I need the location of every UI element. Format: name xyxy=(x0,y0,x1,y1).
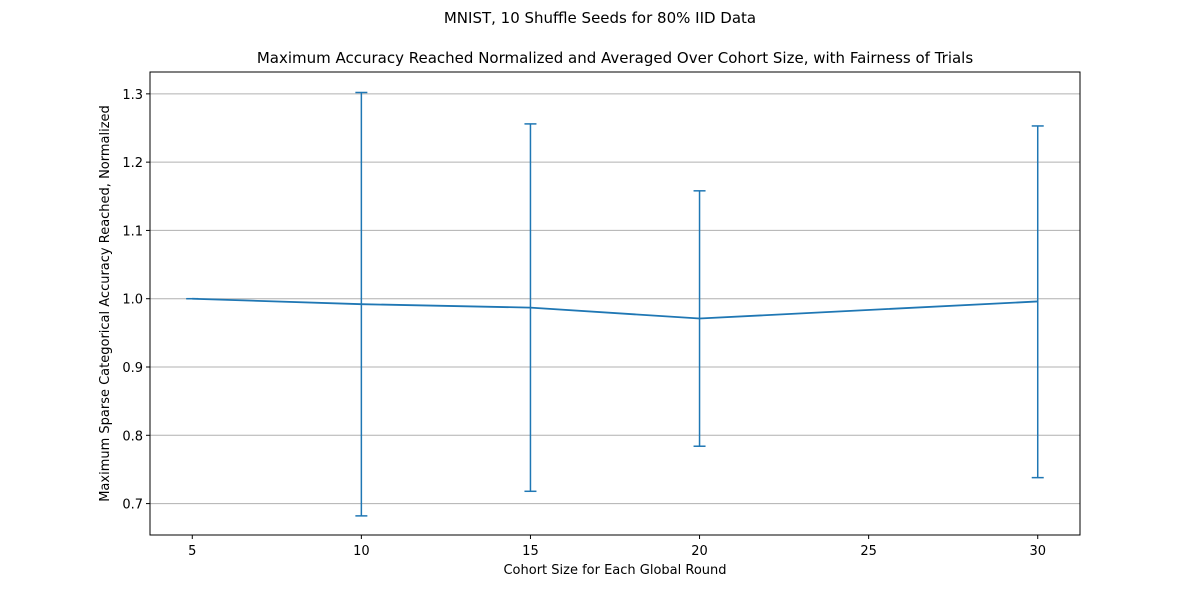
x-tick-label: 15 xyxy=(522,544,539,559)
x-tick-label: 25 xyxy=(860,544,877,559)
y-tick-label: 1.1 xyxy=(122,224,143,239)
x-tick-label: 10 xyxy=(353,544,370,559)
x-axis-label: Cohort Size for Each Global Round xyxy=(503,563,726,578)
figure-suptitle: MNIST, 10 Shuffle Seeds for 80% IID Data xyxy=(443,9,757,27)
y-tick-label: 1.2 xyxy=(122,156,143,171)
x-tick-label: 20 xyxy=(691,544,708,559)
series-layer xyxy=(186,91,1044,517)
y-tick-label: 0.8 xyxy=(122,429,143,444)
chart-title: Maximum Accuracy Reached Normalized and … xyxy=(256,49,974,67)
ticks: 0.7 0.8 0.9 1.0 1.1 1.2 1.3 5 10 15 20 25 30 xyxy=(122,88,1046,559)
gridlines xyxy=(150,93,1080,505)
x-tick-label: 30 xyxy=(1029,544,1046,559)
y-tick-label: 0.7 xyxy=(122,498,143,513)
axes-frame xyxy=(149,71,1081,536)
y-tick-label: 1.3 xyxy=(122,88,143,103)
y-tick-label: 0.9 xyxy=(122,361,143,376)
series-line xyxy=(192,297,1038,320)
y-tick-label: 1.0 xyxy=(122,293,143,308)
y-axis-label: Maximum Sparse Categorical Accuracy Reac… xyxy=(98,105,113,502)
x-tick-label: 5 xyxy=(188,544,196,559)
